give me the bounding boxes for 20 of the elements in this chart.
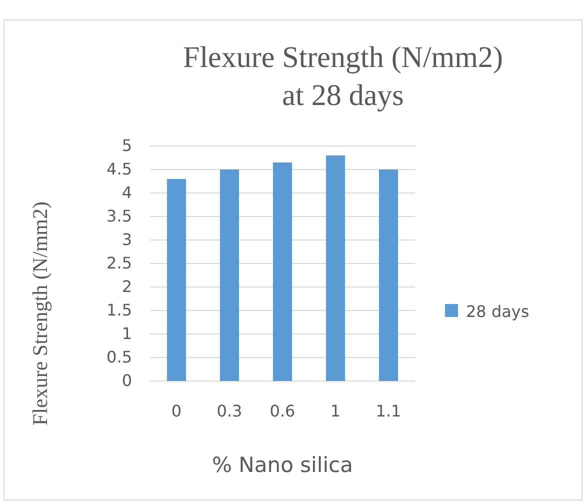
y-tick-label: 1.5 <box>106 300 132 320</box>
x-tick-label: 1.1 <box>376 401 402 420</box>
chart-title: Flexure Strength (N/mm2) at 28 days <box>183 41 503 112</box>
y-tick-label: 3 <box>122 230 132 250</box>
y-tick-label: 4 <box>122 183 132 202</box>
x-tick-label: 0 <box>171 401 182 420</box>
y-tick-label: 0.5 <box>106 348 132 367</box>
y-tick-label: 2.5 <box>106 254 132 273</box>
x-tick-label: 0.6 <box>270 401 296 420</box>
y-tick-label: 3.5 <box>106 206 132 226</box>
y-tick-label: 5 <box>122 136 132 156</box>
y-axis-title: Flexure Strength (N/mm2) <box>28 202 52 426</box>
y-tick-label: 1 <box>122 324 132 344</box>
x-tick-label: 0.3 <box>216 401 242 420</box>
y-tick-label: 2 <box>122 277 132 296</box>
x-tick-label: 1 <box>330 401 341 420</box>
legend-label: 28 days <box>466 302 530 321</box>
y-tick-label: 0 <box>122 371 132 390</box>
y-tick-label: 4.5 <box>106 160 132 179</box>
x-axis-title: % Nano silica <box>212 453 353 477</box>
